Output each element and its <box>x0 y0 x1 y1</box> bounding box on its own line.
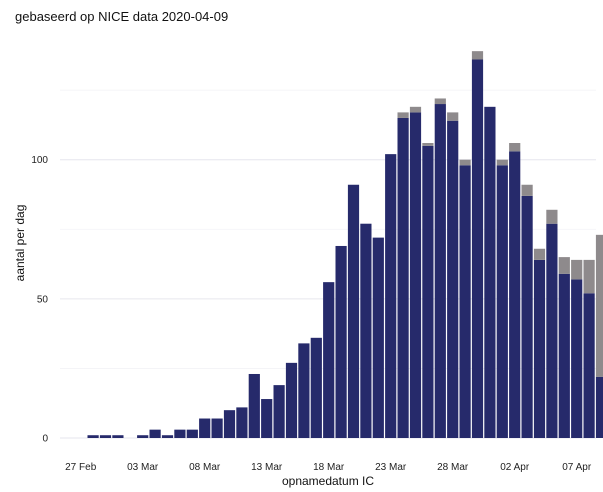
bar-confirmed <box>248 373 260 438</box>
y-tick-labels: 0 50 100 <box>31 155 48 444</box>
x-tick-label: 28 Mar <box>437 462 469 473</box>
bar-confirmed <box>434 104 446 438</box>
bar-confirmed <box>298 343 310 438</box>
bar-confirmed <box>285 362 298 438</box>
bar-confirmed <box>323 282 335 438</box>
bar-confirmed <box>595 376 603 438</box>
bar-confirmed <box>347 184 360 438</box>
bar-pending <box>409 106 422 113</box>
bar-confirmed <box>409 112 422 438</box>
x-tick-labels: 27 Feb 03 Mar 08 Mar 13 Mar 18 Mar 23 Mar 28 M… <box>65 462 592 473</box>
bar-confirmed <box>261 399 273 438</box>
bar-confirmed <box>161 435 174 438</box>
bar-confirmed <box>459 165 471 438</box>
bar-pending <box>558 257 570 274</box>
bar-confirmed <box>471 59 484 438</box>
bar-pending <box>471 51 484 60</box>
bar-pending <box>583 259 595 294</box>
bar-pending <box>509 143 521 152</box>
bar-confirmed <box>484 106 496 438</box>
bar-confirmed <box>223 410 236 438</box>
bar-confirmed <box>310 337 322 438</box>
bar-confirmed <box>149 429 161 438</box>
bar-pending <box>496 159 508 166</box>
x-tick-label: 27 Feb <box>65 462 97 473</box>
bar-confirmed <box>509 151 521 438</box>
x-tick-label: 03 Mar <box>127 462 159 473</box>
y-tick-label: 50 <box>37 294 49 305</box>
x-tick-label: 23 Mar <box>375 462 407 473</box>
bar-confirmed <box>521 195 533 438</box>
bar-pending <box>434 98 446 105</box>
bar-pending <box>447 112 459 121</box>
bar-confirmed <box>236 407 248 438</box>
bar-confirmed <box>137 435 149 438</box>
bar-confirmed <box>447 120 459 439</box>
bars-layer <box>87 51 603 439</box>
bar-confirmed <box>422 145 434 439</box>
bar-confirmed <box>174 429 186 438</box>
bar-confirmed <box>583 293 595 438</box>
y-tick-label: 0 <box>42 434 48 445</box>
x-axis-title: opnamedatum IC <box>282 474 374 488</box>
bar-confirmed <box>211 418 223 438</box>
x-tick-label: 02 Apr <box>500 462 530 473</box>
x-tick-label: 08 Mar <box>189 462 221 473</box>
bar-pending <box>595 234 603 377</box>
bar-pending <box>422 143 434 146</box>
bar-pending <box>533 248 546 260</box>
bar-confirmed <box>335 245 347 438</box>
bar-confirmed <box>571 279 583 438</box>
bar-confirmed <box>533 259 546 438</box>
bar-confirmed <box>360 223 372 438</box>
chart-subtitle: gebaseerd op NICE data 2020-04-09 <box>15 9 228 24</box>
y-tick-label: 100 <box>31 155 48 166</box>
bar-confirmed <box>99 435 112 438</box>
bar-pending <box>571 259 583 280</box>
bar-pending <box>397 112 409 118</box>
bar-pending <box>521 184 533 196</box>
bar-confirmed <box>558 273 570 438</box>
bar-confirmed <box>385 154 397 438</box>
bar-pending <box>546 209 558 224</box>
bar-confirmed <box>87 435 99 438</box>
bar-confirmed <box>186 429 198 438</box>
bar-pending <box>459 159 471 166</box>
bar-confirmed <box>199 418 211 438</box>
y-axis-title: aantal per dag <box>13 205 27 282</box>
bar-confirmed <box>112 435 124 438</box>
x-tick-label: 07 Apr <box>562 462 592 473</box>
x-tick-label: 13 Mar <box>251 462 283 473</box>
bar-confirmed <box>496 165 508 438</box>
bar-confirmed <box>273 385 285 438</box>
bar-confirmed <box>397 117 409 438</box>
x-tick-label: 18 Mar <box>313 462 345 473</box>
bar-confirmed <box>372 237 384 438</box>
bar-confirmed <box>546 223 558 438</box>
